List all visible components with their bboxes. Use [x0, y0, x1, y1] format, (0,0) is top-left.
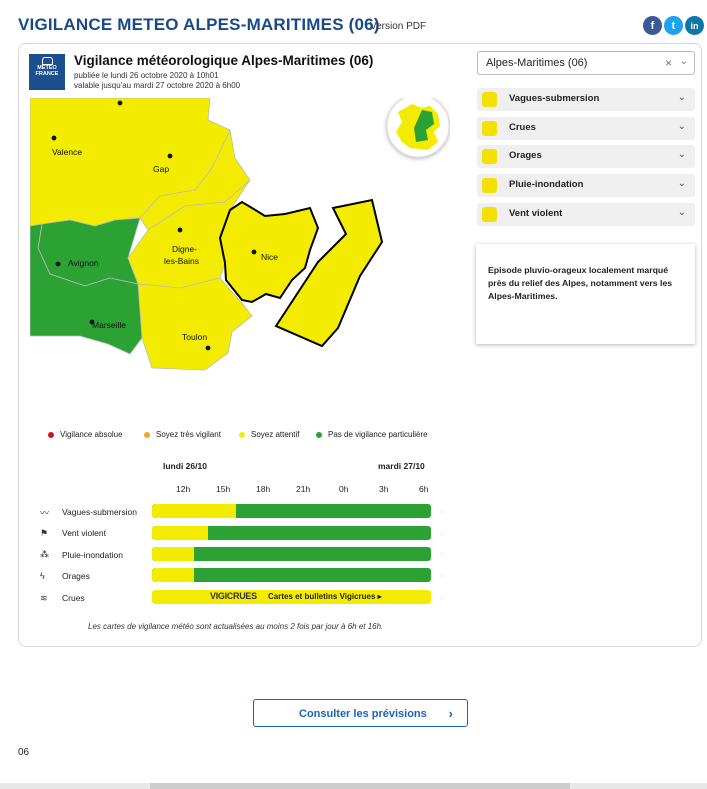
storm-icon: [482, 149, 497, 164]
hour-label: 15h: [216, 484, 231, 494]
orange-dot-icon: [144, 431, 150, 438]
meteo-france-logo: METEO FRANCE: [29, 54, 65, 90]
row-label-crues: Crues: [62, 593, 85, 603]
vigilance-map[interactable]: Valence Gap Digne- les-Bains Nice Avigno…: [30, 98, 450, 380]
valid-until-date: valable jusqu'au mardi 27 octobre 2020 à…: [74, 81, 241, 90]
wind-icon: ⚑: [40, 528, 49, 538]
vigicrues-link[interactable]: Cartes et bulletins Vigicrues ▸: [268, 592, 382, 601]
city-valence: Valence: [52, 147, 82, 157]
legend-vigilance-absolue: Vigilance absolue: [48, 430, 123, 439]
map-region-bouches-du-rhone[interactable]: [30, 223, 143, 355]
storm-icon: ϟ: [40, 571, 45, 581]
vigicrues-link-bar[interactable]: VIGICRUES Cartes et bulletins Vigicrues …: [152, 590, 431, 604]
department-select-value: Alpes-Maritimes (06): [486, 57, 588, 69]
facebook-icon[interactable]: f: [643, 16, 662, 35]
pdf-version-link[interactable]: Version PDF: [370, 21, 427, 32]
published-date: publiée le lundi 26 octobre 2020 à 10h01: [74, 71, 219, 80]
vigilance-panel: [18, 43, 702, 647]
row-label-orages: Orages: [62, 571, 90, 581]
hour-label: 21h: [296, 484, 311, 494]
accordion-orages[interactable]: Orages ⌄: [477, 145, 695, 168]
city-avignon: Avignon: [68, 258, 99, 268]
rain-icon: ⁂: [40, 549, 49, 559]
timeline-bar-vent-violent[interactable]: [152, 526, 431, 540]
day-label-monday: lundi 26/10: [163, 461, 207, 471]
twitter-icon[interactable]: t: [664, 16, 683, 35]
city-marseille: Marseille: [92, 320, 126, 330]
hour-label: 3h: [379, 484, 389, 494]
eye-hidden-icon[interactable]: ◌: [440, 529, 445, 538]
eye-hidden-icon[interactable]: ◌: [440, 507, 445, 516]
city-toulon: Toulon: [182, 332, 207, 342]
timeline-bar-vagues-submersion[interactable]: [152, 504, 431, 518]
hour-label: 0h: [339, 484, 349, 494]
linkedin-icon[interactable]: in: [685, 16, 704, 35]
city-digne: Digne-: [172, 244, 197, 254]
red-dot-icon: [48, 431, 54, 438]
row-label-vent-violent: Vent violent: [62, 528, 106, 538]
eye-hidden-icon[interactable]: ◌: [440, 550, 445, 559]
consulter-previsions-button[interactable]: Consulter les prévisions ›: [253, 699, 468, 727]
scrollbar-thumb[interactable]: [150, 783, 570, 789]
accordion-vagues-submersion[interactable]: Vagues-submersion ⌄: [477, 88, 695, 111]
green-dot-icon: [316, 431, 322, 438]
chevron-down-icon: ⌄: [677, 207, 686, 218]
hour-label: 18h: [256, 484, 271, 494]
legend-attentif: Soyez attentif: [239, 430, 299, 439]
horizontal-scrollbar[interactable]: [0, 783, 707, 789]
chevron-right-icon: ›: [448, 706, 453, 721]
france-minimap[interactable]: [386, 98, 450, 158]
legend-pas-de-vigilance: Pas de vigilance particulière: [316, 430, 428, 439]
timeline-bar-orages[interactable]: [152, 568, 431, 582]
chevron-down-icon: ⌄: [677, 121, 686, 132]
chevron-down-icon[interactable]: ⌄: [679, 56, 688, 67]
update-note: Les cartes de vigilance météo sont actua…: [88, 622, 384, 631]
map-region-alpes-maritimes[interactable]: [218, 200, 320, 304]
page-title: VIGILANCE METEO ALPES-MARITIMES (06): [18, 15, 380, 34]
map-title: Vigilance météorologique Alpes-Maritimes…: [74, 53, 374, 68]
chevron-down-icon: ⌄: [677, 178, 686, 189]
eye-hidden-icon[interactable]: ◌: [440, 571, 445, 580]
timeline-bar-pluie-inondation[interactable]: [152, 547, 431, 561]
bar-yellow-segment: [152, 568, 194, 582]
bar-yellow-segment: [152, 504, 236, 518]
flood-icon: ≋: [40, 593, 48, 603]
city-digne-les-bains: les-Bains: [164, 256, 199, 266]
yellow-dot-icon: [239, 431, 245, 438]
map-region-var[interactable]: [137, 277, 253, 371]
flood-icon: [482, 121, 497, 136]
chevron-down-icon: ⌄: [677, 92, 686, 103]
wind-icon: [482, 207, 497, 222]
day-label-tuesday: mardi 27/10: [378, 461, 425, 471]
bar-yellow-segment: [152, 526, 208, 540]
waves-icon: 〰: [40, 508, 50, 518]
eye-hidden-icon[interactable]: ◌: [440, 593, 445, 602]
rain-icon: [482, 178, 497, 193]
department-select[interactable]: Alpes-Maritimes (06) × ⌄: [477, 51, 695, 75]
waves-icon: [482, 92, 497, 107]
accordion-pluie-inondation[interactable]: Pluie-inondation ⌄: [477, 174, 695, 197]
footer-code: 06: [18, 747, 30, 758]
hour-label: 12h: [176, 484, 191, 494]
hour-label: 6h: [419, 484, 429, 494]
bar-yellow-segment: [152, 547, 194, 561]
forecast-comment: Episode pluvio-orageux localement marqué…: [476, 244, 695, 344]
clear-icon[interactable]: ×: [664, 56, 672, 70]
vigicrues-logo: VIGICRUES: [210, 591, 257, 601]
accordion-vent-violent[interactable]: Vent violent ⌄: [477, 203, 695, 226]
row-label-pluie-inondation: Pluie-inondation: [62, 550, 123, 560]
legend-tres-vigilant: Soyez très vigilant: [144, 430, 221, 439]
row-label-vagues-submersion: Vagues-submersion: [62, 507, 137, 517]
accordion-crues[interactable]: Crues ⌄: [477, 117, 695, 140]
chevron-down-icon: ⌄: [677, 149, 686, 160]
city-nice: Nice: [261, 252, 278, 262]
city-gap: Gap: [153, 164, 169, 174]
map-sea-zone[interactable]: [274, 198, 384, 348]
